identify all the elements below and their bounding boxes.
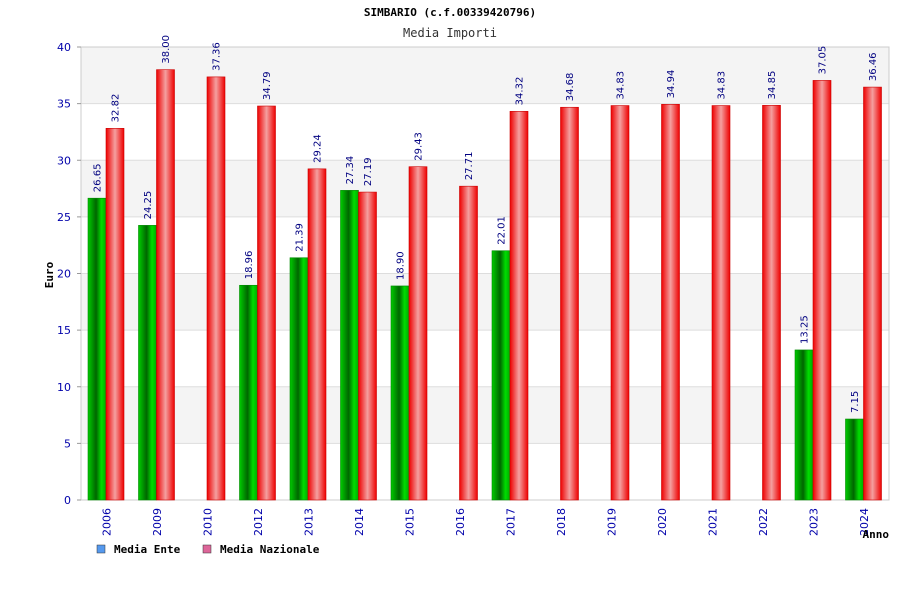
x-tick-label: 2012 bbox=[252, 508, 265, 536]
bar-media-ente-2013 bbox=[289, 257, 309, 501]
value-label: 34.83 bbox=[717, 71, 728, 100]
value-labels: 26.65 32.82 24.25 38.00 37.36 18.96 34.79 21.39… bbox=[93, 35, 880, 413]
value-label: 18.90 bbox=[396, 251, 407, 280]
value-label: 34.83 bbox=[616, 71, 627, 100]
bar-media-nazionale-2017 bbox=[509, 111, 529, 501]
value-label: 38.00 bbox=[161, 35, 172, 64]
bar-media-nazionale-2021 bbox=[711, 105, 731, 501]
y-tick-label: 15 bbox=[57, 324, 71, 337]
value-label: 34.32 bbox=[515, 77, 526, 106]
x-tick-label: 2024 bbox=[858, 508, 871, 536]
legend-swatch-media-nazionale bbox=[202, 544, 212, 554]
x-axis-label: Anno bbox=[863, 528, 890, 541]
bar-media-nazionale-2024 bbox=[863, 86, 882, 501]
value-label: 7.15 bbox=[850, 391, 861, 413]
legend-label-media-nazionale: Media Nazionale bbox=[220, 543, 320, 556]
bar-media-nazionale-2010 bbox=[206, 76, 226, 501]
value-label: 37.05 bbox=[818, 46, 829, 75]
bar-media-ente-2006 bbox=[87, 197, 107, 501]
bar-media-nazionale-2023 bbox=[812, 80, 832, 501]
value-label: 27.19 bbox=[363, 157, 374, 186]
value-label: 21.39 bbox=[295, 223, 306, 252]
bar-media-ente-2017 bbox=[491, 250, 511, 501]
y-axis-label: Euro bbox=[43, 261, 56, 288]
bar-media-nazionale-2015 bbox=[408, 166, 428, 501]
bars bbox=[87, 69, 882, 501]
value-label: 34.85 bbox=[767, 71, 778, 100]
y-tick-label: 5 bbox=[64, 437, 71, 450]
value-label: 34.94 bbox=[666, 70, 677, 99]
bar-media-ente-2012 bbox=[239, 284, 258, 501]
value-label: 32.82 bbox=[111, 94, 122, 123]
bar-media-nazionale-2009 bbox=[156, 69, 175, 501]
y-tick-label: 30 bbox=[57, 154, 71, 167]
bar-media-nazionale-2019 bbox=[610, 105, 630, 501]
x-tick-label: 2023 bbox=[807, 508, 820, 536]
bar-media-nazionale-2013 bbox=[307, 168, 327, 501]
x-tick-label: 2017 bbox=[504, 508, 517, 536]
y-axis: 0 5 10 15 20 25 30 35 40 bbox=[57, 41, 81, 507]
legend-label-media-ente: Media Ente bbox=[114, 543, 181, 556]
value-label: 24.25 bbox=[143, 191, 154, 220]
x-tick-label: 2018 bbox=[555, 508, 568, 536]
value-label: 27.71 bbox=[464, 152, 475, 181]
bar-media-nazionale-2012 bbox=[257, 105, 276, 501]
value-label: 13.25 bbox=[800, 315, 811, 344]
chart-subtitle: Media Importi bbox=[403, 26, 497, 40]
x-tick-label: 2014 bbox=[353, 508, 366, 536]
y-tick-label: 40 bbox=[57, 41, 71, 54]
x-tick-label: 2015 bbox=[403, 508, 416, 536]
bar-media-ente-2024 bbox=[845, 418, 864, 501]
value-label: 36.46 bbox=[868, 52, 879, 81]
value-label: 37.36 bbox=[212, 42, 223, 71]
value-label: 29.43 bbox=[414, 132, 425, 161]
value-label: 34.79 bbox=[262, 71, 273, 100]
chart-title: SIMBARIO (c.f.00339420796) bbox=[364, 6, 536, 19]
x-tick-label: 2022 bbox=[757, 508, 770, 536]
value-label: 29.24 bbox=[313, 134, 324, 163]
bar-media-nazionale-2020 bbox=[661, 104, 680, 501]
value-label: 22.01 bbox=[497, 216, 508, 245]
bar-media-nazionale-2016 bbox=[459, 185, 478, 501]
x-tick-label: 2019 bbox=[605, 508, 618, 536]
y-tick-label: 35 bbox=[57, 98, 71, 111]
bar-media-nazionale-2006 bbox=[105, 128, 125, 501]
bar-media-ente-2009 bbox=[138, 225, 157, 501]
x-axis: 2006 2009 2010 2012 2013 2014 2015 2016 2017 2018… bbox=[100, 508, 871, 536]
legend-swatch-media-ente bbox=[96, 544, 106, 554]
x-tick-label: 2013 bbox=[302, 508, 315, 536]
value-label: 34.68 bbox=[565, 73, 576, 102]
x-tick-label: 2016 bbox=[454, 508, 467, 536]
x-tick-label: 2009 bbox=[151, 508, 164, 536]
value-label: 18.96 bbox=[244, 251, 255, 280]
y-tick-label: 20 bbox=[57, 268, 71, 281]
y-tick-label: 10 bbox=[57, 381, 71, 394]
bar-media-nazionale-2022 bbox=[762, 105, 781, 501]
x-tick-label: 2021 bbox=[706, 508, 719, 536]
legend: Media Ente Media Nazionale bbox=[96, 543, 320, 556]
bar-media-ente-2023 bbox=[794, 349, 814, 501]
bar-media-ente-2014 bbox=[340, 190, 359, 501]
bar-media-nazionale-2014 bbox=[358, 191, 377, 501]
bar-media-ente-2015 bbox=[390, 285, 410, 501]
value-label: 26.65 bbox=[93, 164, 104, 193]
y-tick-label: 25 bbox=[57, 211, 71, 224]
x-tick-label: 2010 bbox=[201, 508, 214, 536]
bar-media-nazionale-2018 bbox=[560, 106, 579, 501]
y-tick-label: 0 bbox=[64, 494, 71, 507]
x-tick-label: 2020 bbox=[656, 508, 669, 536]
value-label: 27.34 bbox=[345, 156, 356, 185]
x-tick-label: 2006 bbox=[100, 508, 113, 536]
